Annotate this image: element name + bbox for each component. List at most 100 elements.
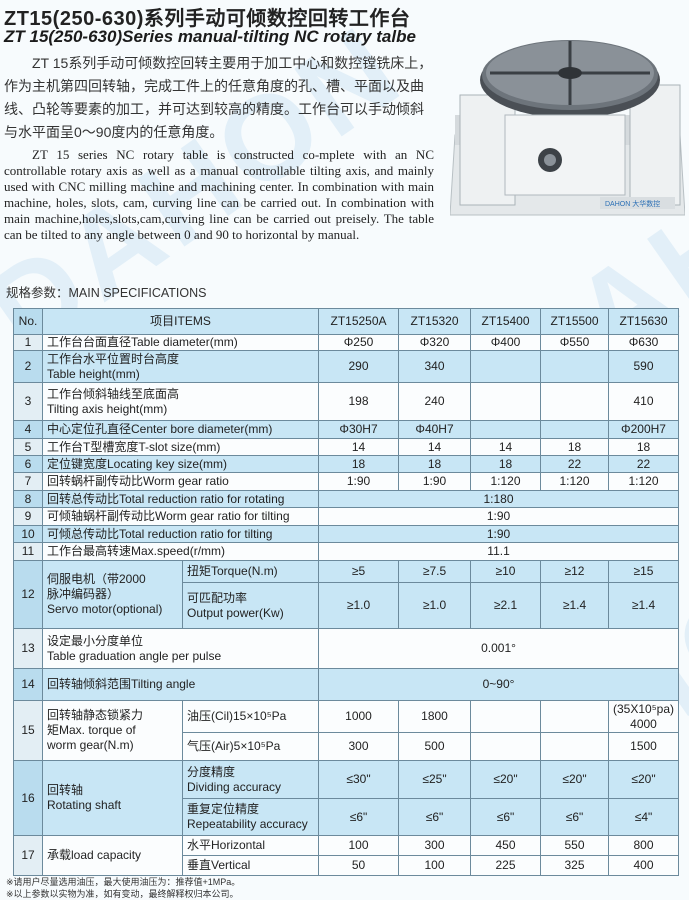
cell-value: ≤4"	[608, 798, 680, 836]
table-row: 2 工作台水平位置时台高度 Table height(mm) 290 340 590	[13, 350, 680, 383]
table-row: 10 可倾总传动比Total reduction ratio for tiltin…	[13, 525, 680, 543]
cell-value: Φ30H7	[318, 420, 400, 439]
row-number: 14	[13, 668, 43, 701]
table-row: 13 设定最小分度单位 Table graduation angle per pu…	[13, 628, 680, 669]
cell-value	[540, 700, 610, 733]
cell-value: 1:90	[318, 507, 680, 526]
row-item: 伺服电机（带2000 脉冲编码器） Servo motor(optional)	[42, 560, 183, 629]
table-row: 11 工作台最高转速Max.speed(r/mm) 11.1	[13, 542, 680, 561]
cell-value: 400	[608, 855, 680, 876]
cell-value: 18	[398, 455, 472, 473]
table-row: 16 回转轴 Rotating shaft 分度精度 Dividing accura…	[13, 760, 680, 836]
cell-value: 22	[540, 455, 610, 473]
cell-value: 18	[540, 438, 610, 456]
cell-value: 14	[470, 438, 542, 456]
intro-chinese: ZT 15系列手动可倾数控回转主要用于加工中心和数控镗铣床上，作为主机第四回转轴…	[4, 55, 433, 140]
cell-value: 1800	[398, 700, 472, 733]
cell-value: 325	[540, 855, 610, 876]
cell-value: 50	[318, 855, 400, 876]
column-header-no: No.	[13, 308, 43, 335]
row-item: 承载load capacity	[42, 835, 183, 876]
row-number: 10	[13, 525, 43, 543]
table-row: 7 回转蜗杆副传动比Worm gear ratio 1:90 1:90 1:120 1:1…	[13, 472, 680, 491]
cell-value: 1:90	[318, 472, 400, 491]
table-row: 17 承载load capacity 水平Horizontal 100 300 450 55…	[13, 835, 680, 876]
table-row: 5 工作台T型槽宽度T-slot size(mm) 14 14 14 18 18	[13, 438, 680, 456]
row-number: 13	[13, 628, 43, 669]
cell-value: ≤20"	[608, 760, 680, 799]
table-row: 14 回转轴倾斜范围Tilting angle 0~90°	[13, 668, 680, 701]
row-subitem: 可匹配功率 Output power(Kw)	[181, 582, 320, 629]
cell-value: 0~90°	[318, 668, 680, 701]
row-item: 回转轴倾斜范围Tilting angle	[41, 668, 320, 701]
table-row: 6 定位键宽度Locating key size(mm) 18 18 18 22 22	[13, 455, 680, 473]
column-header-model: ZT15500	[540, 308, 610, 335]
footnote: ※请用户尽量选用油压，最大使用油压为：推荐值+1MPa。	[6, 877, 241, 887]
cell-value: ≤6"	[540, 798, 610, 836]
cell-value: 22	[608, 455, 680, 473]
row-subitem: 水平Horizontal	[181, 835, 320, 856]
cell-value: ≥7.5	[398, 560, 472, 583]
table-row: 气压(Air)5×10⁵Pa 300 500 1500	[14, 732, 680, 761]
row-subitem: 重复定位精度 Repeatability accuracy	[181, 798, 320, 836]
cell-value	[540, 732, 610, 761]
cell-value	[470, 732, 542, 761]
cell-value: 410	[608, 382, 680, 421]
cell-value: ≤6"	[470, 798, 542, 836]
row-item: 工作台最高转速Max.speed(r/mm)	[41, 542, 320, 561]
table-row: 15 回转轴静态锁紧力 矩Max. torque of worm gear(N.m…	[13, 700, 680, 761]
rotary-table-image: DAHON 大华数控	[450, 40, 685, 216]
row-item: 定位键宽度Locating key size(mm)	[41, 455, 320, 473]
cell-value: 1:120	[608, 472, 680, 491]
cell-value: 1:90	[318, 525, 680, 543]
cell-value: 450	[470, 835, 542, 856]
column-header-model: ZT15250A	[318, 308, 400, 335]
cell-value: ≥1.0	[398, 582, 472, 629]
cell-value: ≥1.4	[608, 582, 680, 629]
cell-value: 500	[398, 732, 472, 761]
cell-value: 1:120	[470, 472, 542, 491]
cell-value: ≤20"	[470, 760, 542, 799]
row-item: 回转轴 Rotating shaft	[42, 760, 183, 836]
cell-value: 1000	[318, 700, 400, 733]
cell-value: 1:120	[540, 472, 610, 491]
row-number: 12	[13, 560, 43, 629]
intro-english: ZT 15 series NC rotary table is construc…	[4, 147, 434, 242]
cell-value: ≥1.0	[318, 582, 400, 629]
row-number: 9	[13, 507, 43, 526]
cell-value: ≤30"	[318, 760, 400, 799]
cell-value: Φ550	[540, 334, 610, 351]
row-number: 8	[13, 490, 43, 508]
page-subtitle: ZT 15(250-630)Series manual-tilting NC r…	[4, 27, 416, 46]
cell-value: 100	[318, 835, 400, 856]
cell-value: ≥5	[318, 560, 400, 583]
cell-value: 240	[398, 382, 472, 421]
cell-value: Φ250	[318, 334, 400, 351]
row-number: 17	[13, 835, 43, 876]
cell-value: 800	[608, 835, 680, 856]
row-item: 工作台T型槽宽度T-slot size(mm)	[41, 438, 320, 456]
table-row: 12 伺服电机（带2000 脉冲编码器） Servo motor(optional…	[13, 560, 680, 629]
cell-value: 300	[318, 732, 400, 761]
cell-value: 1500	[608, 732, 680, 761]
row-number: 3	[13, 382, 43, 421]
row-item: 可倾总传动比Total reduction ratio for tilting	[41, 525, 320, 543]
row-number: 2	[13, 350, 43, 383]
cell-value: 18	[608, 438, 680, 456]
cell-value: Φ40H7	[398, 420, 472, 439]
row-item: 回转总传动比Total reduction ratio for rotating	[41, 490, 320, 508]
column-header-items: 项目ITEMS	[41, 308, 320, 335]
row-item: 回转蜗杆副传动比Worm gear ratio	[41, 472, 320, 491]
row-subitem: 油压(Cil)15×10⁵Pa	[181, 700, 320, 733]
table-row: 垂直Vertical 50 100 225 325 400	[14, 855, 680, 876]
row-number: 5	[13, 438, 43, 456]
column-header-model: ZT15630	[608, 308, 680, 335]
cell-value: 198	[318, 382, 400, 421]
cell-value: (35X10⁵pa) 4000	[608, 700, 680, 733]
row-subitem: 扭矩Torque(N.m)	[181, 560, 320, 583]
footnote: ※以上参数以实物为准，如有变动，最终解释权归本公司。	[6, 889, 239, 899]
row-subitem: 气压(Air)5×10⁵Pa	[181, 732, 320, 761]
column-header-model: ZT15320	[398, 308, 472, 335]
row-number: 1	[13, 334, 43, 351]
cell-value	[470, 382, 542, 421]
